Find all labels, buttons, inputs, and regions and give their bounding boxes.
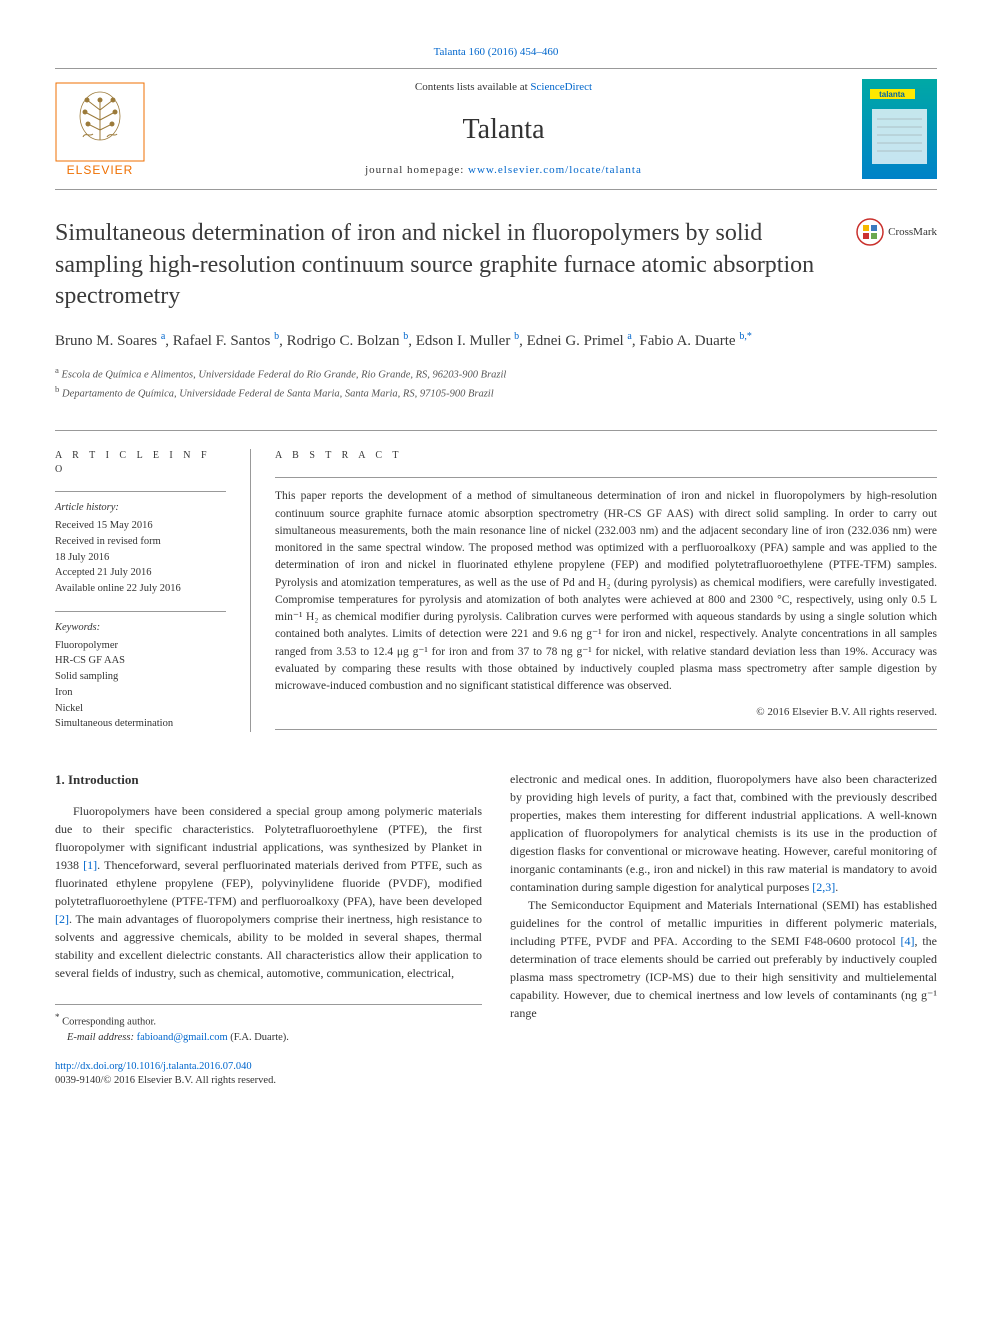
crossmark-icon xyxy=(856,218,884,246)
article-info: A R T I C L E I N F O Article history: R… xyxy=(55,449,250,732)
doi-block: http://dx.doi.org/10.1016/j.talanta.2016… xyxy=(55,1060,937,1089)
abstract-label: A B S T R A C T xyxy=(275,449,937,463)
sciencedirect-link[interactable]: ScienceDirect xyxy=(530,81,592,93)
keyword: HR-CS GF AAS xyxy=(55,653,226,669)
abstract: A B S T R A C T This paper reports the d… xyxy=(250,449,937,732)
homepage-prefix: journal homepage: xyxy=(365,164,468,176)
svg-text:ELSEVIER: ELSEVIER xyxy=(67,163,134,177)
svg-text:talanta: talanta xyxy=(879,90,905,99)
contents-line: Contents lists available at ScienceDirec… xyxy=(165,80,842,95)
ref-link[interactable]: [2] xyxy=(55,912,69,926)
ref-link[interactable]: [4] xyxy=(901,934,915,948)
journal-header: ELSEVIER Contents lists available at Sci… xyxy=(55,68,937,190)
keyword: Nickel xyxy=(55,701,226,717)
title-row: Simultaneous determination of iron and n… xyxy=(55,218,937,312)
body-two-column: 1. Introduction Fluoropolymers have been… xyxy=(55,770,937,1046)
author: Edson I. Muller b xyxy=(416,333,519,349)
ref-link[interactable]: [2,3] xyxy=(812,880,835,894)
journal-name: Talanta xyxy=(165,110,842,149)
history-line: Accepted 21 July 2016 xyxy=(55,565,226,581)
abstract-text: This paper reports the development of a … xyxy=(275,488,937,695)
top-citation-link[interactable]: Talanta 160 (2016) 454–460 xyxy=(434,46,559,58)
history-line: Available online 22 July 2016 xyxy=(55,581,226,597)
body-column-right: electronic and medical ones. In addition… xyxy=(510,770,937,1046)
keyword: Fluoropolymer xyxy=(55,638,226,654)
doi-link[interactable]: http://dx.doi.org/10.1016/j.talanta.2016… xyxy=(55,1061,252,1072)
article-title: Simultaneous determination of iron and n… xyxy=(55,218,836,312)
corr-label: Corresponding author. xyxy=(62,1016,156,1027)
keyword: Iron xyxy=(55,685,226,701)
info-abstract-row: A R T I C L E I N F O Article history: R… xyxy=(55,430,937,732)
article-history: Article history: Received 15 May 2016 Re… xyxy=(55,500,226,597)
corresponding-footnote: * Corresponding author. E-mail address: … xyxy=(55,1004,482,1046)
crossmark-badge[interactable]: CrossMark xyxy=(856,218,937,246)
issn-copyright: 0039-9140/© 2016 Elsevier B.V. All right… xyxy=(55,1074,937,1089)
author: Fabio A. Duarte b,* xyxy=(639,333,751,349)
history-line: Received in revised form xyxy=(55,534,226,550)
body-paragraph: electronic and medical ones. In addition… xyxy=(510,770,937,896)
author-list: Bruno M. Soares a, Rafael F. Santos b, R… xyxy=(55,330,937,352)
email-label: E-mail address: xyxy=(67,1032,137,1043)
history-line: Received 15 May 2016 xyxy=(55,518,226,534)
body-paragraph: Fluoropolymers have been considered a sp… xyxy=(55,802,482,982)
email-link[interactable]: fabioand@gmail.com xyxy=(137,1032,228,1043)
history-heading: Article history: xyxy=(55,500,226,516)
keywords-heading: Keywords: xyxy=(55,620,226,636)
homepage-line: journal homepage: www.elsevier.com/locat… xyxy=(165,163,842,178)
body-column-left: 1. Introduction Fluoropolymers have been… xyxy=(55,770,482,1046)
history-line: 18 July 2016 xyxy=(55,550,226,566)
email-suffix: (F.A. Duarte). xyxy=(228,1032,289,1043)
elsevier-logo: ELSEVIER xyxy=(55,82,145,177)
article-info-label: A R T I C L E I N F O xyxy=(55,449,226,477)
keyword: Simultaneous determination xyxy=(55,716,226,732)
affiliation: b Departamento de Química, Universidade … xyxy=(55,383,937,402)
keywords: Keywords: Fluoropolymer HR-CS GF AAS Sol… xyxy=(55,620,226,732)
body-paragraph: The Semiconductor Equipment and Material… xyxy=(510,896,937,1022)
crossmark-label: CrossMark xyxy=(888,225,937,240)
intro-heading: 1. Introduction xyxy=(55,770,482,790)
corresponding-marker: * xyxy=(747,331,752,342)
author: Bruno M. Soares a xyxy=(55,333,165,349)
header-center: Contents lists available at ScienceDirec… xyxy=(165,80,842,178)
affiliations: a Escola de Química e Alimentos, Univers… xyxy=(55,364,937,402)
author: Rafael F. Santos b xyxy=(173,333,279,349)
journal-cover-thumbnail: talanta xyxy=(862,79,937,179)
ref-link[interactable]: [1] xyxy=(83,858,97,872)
author: Rodrigo C. Bolzan b xyxy=(287,333,409,349)
affiliation: a Escola de Química e Alimentos, Univers… xyxy=(55,364,937,383)
author: Ednei G. Primel a xyxy=(527,333,632,349)
keyword: Solid sampling xyxy=(55,669,226,685)
abstract-copyright: © 2016 Elsevier B.V. All rights reserved… xyxy=(275,705,937,720)
homepage-link[interactable]: www.elsevier.com/locate/talanta xyxy=(468,164,642,176)
contents-prefix: Contents lists available at xyxy=(415,81,530,93)
top-citation: Talanta 160 (2016) 454–460 xyxy=(55,45,937,60)
